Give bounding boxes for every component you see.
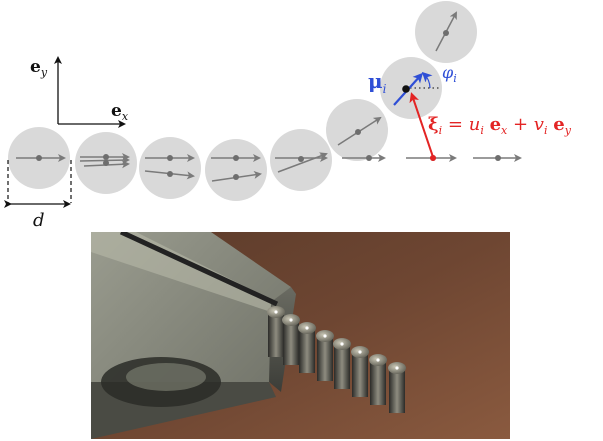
schematic-diagram: ey ex xyxy=(4,1,572,231)
sphere xyxy=(75,132,137,194)
sphere xyxy=(205,139,267,201)
sphere-chain xyxy=(8,1,522,201)
diameter-marker: d xyxy=(4,160,72,231)
phi-arc xyxy=(421,71,433,89)
mu-label: μi xyxy=(368,69,387,96)
magnetic-spheres-photo xyxy=(91,232,510,439)
sphere xyxy=(415,1,522,162)
xi-equation: ξi = ui ex + vi ey xyxy=(428,114,572,137)
ey-label: ey xyxy=(30,57,48,79)
axes: ey ex xyxy=(30,56,129,128)
phi-label: φi xyxy=(442,63,457,85)
magnet-cylinders xyxy=(267,306,406,413)
sphere xyxy=(8,127,70,189)
sphere-i-vectors xyxy=(393,71,440,161)
ex-label: ex xyxy=(111,101,129,123)
d-label: d xyxy=(33,210,45,231)
xi-arrow xyxy=(409,92,434,158)
sphere xyxy=(139,137,201,199)
sphere xyxy=(270,129,332,191)
sphere xyxy=(326,99,388,162)
